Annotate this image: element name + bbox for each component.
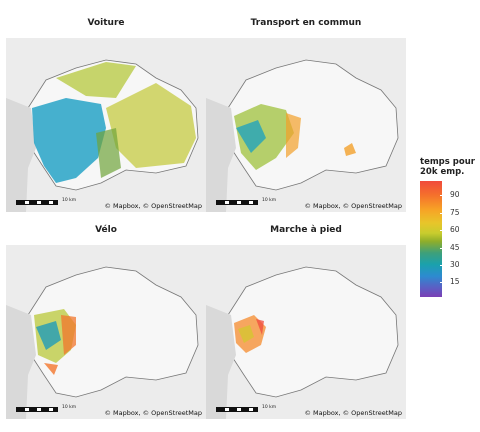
map-car[interactable]: 10 km © Mapbox, © OpenStreetMap: [6, 38, 206, 212]
attribution: © Mapbox, © OpenStreetMap: [304, 202, 402, 210]
map-bike[interactable]: 10 km © Mapbox, © OpenStreetMap: [6, 245, 206, 419]
sea: [6, 98, 36, 212]
map-walk-svg: [206, 266, 399, 419]
attribution: © Mapbox, © OpenStreetMap: [304, 409, 402, 417]
panel-title: Voiture: [87, 18, 125, 28]
attribution: © Mapbox, © OpenStreetMap: [104, 409, 202, 417]
legend-tick: 30: [440, 260, 460, 269]
legend-tick: 75: [440, 208, 460, 217]
map-transit[interactable]: 10 km © Mapbox, © OpenStreetMap: [206, 38, 406, 212]
legend-title: temps pour 20k emp.: [420, 157, 475, 177]
legend-tick: 45: [440, 243, 460, 252]
map-car-svg: [6, 59, 199, 212]
bike-isochrone: [34, 309, 76, 375]
walk-isochrone: [234, 315, 266, 353]
legend-tick: 60: [440, 225, 460, 234]
car-isochrone: [32, 62, 196, 183]
transit-isochrone: [234, 104, 356, 170]
legend-color-bar: [420, 181, 442, 297]
panel-title: Transport en commun: [250, 18, 362, 28]
map-bike-svg: [6, 266, 199, 419]
attribution: © Mapbox, © OpenStreetMap: [104, 202, 202, 210]
panel-title: Marche à pied: [270, 225, 342, 235]
map-walk[interactable]: 10 km © Mapbox, © OpenStreetMap: [206, 245, 406, 419]
legend-tick: 90: [440, 190, 460, 199]
panel-title: Vélo: [95, 225, 117, 235]
legend-tick: 15: [440, 277, 460, 286]
map-transit-svg: [206, 59, 399, 212]
legend: temps pour 20k emp. 90 75 60 45 30 15: [420, 157, 480, 297]
